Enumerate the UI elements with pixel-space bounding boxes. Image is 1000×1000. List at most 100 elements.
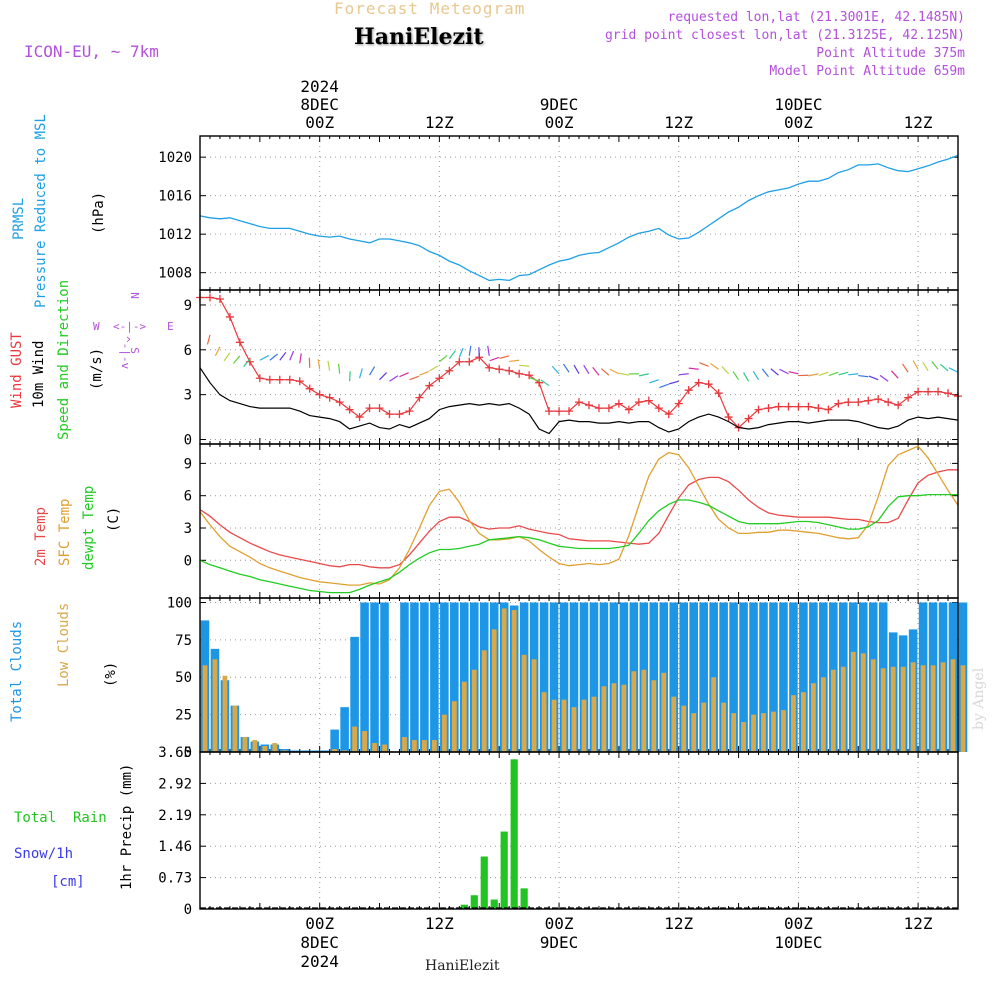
sfc-temp-label: SFC Temp [57, 498, 73, 566]
wind-gust-marker [325, 393, 334, 402]
top-time-label: 12Z [904, 113, 933, 132]
rain-bar [500, 831, 508, 909]
wind-direction-arrow [399, 372, 409, 378]
low-cloud-bar [900, 666, 906, 752]
total-cloud-bar [749, 602, 758, 752]
y-tick-label: 9 [184, 456, 192, 472]
wind-gust-marker [594, 404, 603, 413]
wind-gust-marker [614, 399, 623, 408]
low-cloud-bar [801, 692, 806, 752]
wind-direction-arrow [359, 368, 363, 379]
wind-gust-marker [265, 375, 274, 384]
low-cloud-bar [960, 665, 966, 752]
wind-gust-marker [914, 387, 923, 396]
wind-gust-marker [904, 393, 913, 402]
wind-gust-marker [565, 407, 574, 416]
low-cloud-bar [711, 677, 717, 752]
low-cloud-bar [820, 677, 826, 752]
wind-direction-arrow [468, 345, 472, 356]
wind-gust-marker [934, 387, 943, 396]
wind-gust-marker [824, 405, 833, 414]
wind-gust-marker [584, 401, 593, 410]
wind-direction-arrow [583, 364, 590, 375]
total-cloud-bar [400, 602, 409, 752]
wind-direction-arrow [609, 368, 620, 375]
wind-gust-marker [535, 378, 544, 387]
wind-gust-marker [864, 396, 873, 405]
wind-direction-arrow [438, 354, 448, 363]
temperature-panel-frame [199, 443, 959, 599]
low-cloud-bar [850, 651, 856, 752]
wind-direction-arrow [732, 371, 740, 381]
total-cloud-bar [549, 602, 559, 752]
low-cloud-bar [511, 609, 517, 752]
wind-direction-arrow [779, 368, 789, 375]
wind-gust-marker [365, 404, 374, 413]
low-cloud-bar [701, 702, 707, 752]
low-cloud-bar [451, 701, 457, 752]
wind-direction-arrow [379, 372, 387, 381]
wind-gust-marker [884, 398, 893, 407]
temp2m-line [199, 469, 958, 569]
low-cloud-bar [551, 699, 557, 752]
y-tick-label: 50 [175, 670, 192, 686]
wind-gust-marker [694, 378, 703, 387]
pressure-panel-frame [199, 135, 959, 291]
bottom-time-label: 12Z [425, 914, 454, 933]
low-cloud-bar [362, 731, 367, 752]
wind-direction-arrow [233, 355, 241, 364]
low-cloud-bar [232, 705, 238, 752]
total-cloud-bar [789, 602, 798, 752]
wind-direction-arrow [688, 367, 699, 370]
wind-gust-marker [744, 414, 753, 423]
compass-we-arrow: <-|-> [113, 320, 147, 333]
wind-gust-marker [774, 402, 783, 411]
low-cloud-bar [791, 695, 796, 752]
total-cloud-bar [569, 602, 579, 752]
low-cloud-bar [880, 668, 886, 752]
low-cloud-bar [781, 710, 786, 752]
wind-direction-arrow [618, 372, 629, 376]
bottom-time-label: 2024 [300, 952, 339, 971]
y-tick-label: 1.46 [158, 839, 192, 855]
location-title: HaniElezit [354, 24, 484, 50]
total-cloud-bar [460, 602, 469, 752]
wind-direction-arrow [429, 365, 439, 372]
total-cloud-bar [689, 602, 698, 752]
product-title: Forecast Meteogram [334, 0, 526, 18]
low-cloud-bar [541, 692, 547, 752]
total-cloud-bar [579, 602, 589, 752]
wind-gust-marker [205, 293, 214, 302]
wind-gust-marker [315, 390, 324, 399]
total-cloud-bar [679, 602, 689, 752]
rain-bar [470, 895, 478, 909]
wind-gust-marker [225, 312, 234, 321]
wind10-line [199, 367, 959, 435]
low-cloud-bar [731, 713, 736, 752]
top-time-label: 2024 [300, 77, 339, 96]
top-time-label: 9DEC [540, 95, 579, 114]
wind-gust-label: Wind GUST [9, 332, 25, 408]
wind-gust-marker [455, 357, 464, 366]
low-cloud-bar [830, 669, 836, 752]
total-cloud-bar [539, 602, 549, 752]
wind-gust-marker [854, 398, 863, 407]
temp-units: (C) [106, 506, 122, 532]
low-cloud-bar [491, 629, 497, 752]
wind-gust-marker [285, 375, 294, 384]
compass-north: N [127, 292, 141, 299]
wind-direction-arrow [243, 358, 251, 367]
low-cloud-bar [212, 659, 218, 752]
wind-direction-arrow [489, 356, 500, 362]
wind-direction-arrow [327, 360, 331, 371]
wind-direction-arrow [743, 372, 750, 382]
low-cloud-bar [332, 749, 338, 752]
low-cloud-bar [471, 669, 477, 752]
low-cloud-bar [202, 665, 208, 752]
wind-gust-marker [664, 410, 673, 419]
low-cloud-bar [252, 740, 258, 752]
top-time-label: 12Z [664, 113, 693, 132]
low-cloud-bar [531, 659, 537, 752]
temp2m-label: 2m Temp [33, 506, 49, 566]
y-tick-label: 6 [184, 343, 192, 359]
